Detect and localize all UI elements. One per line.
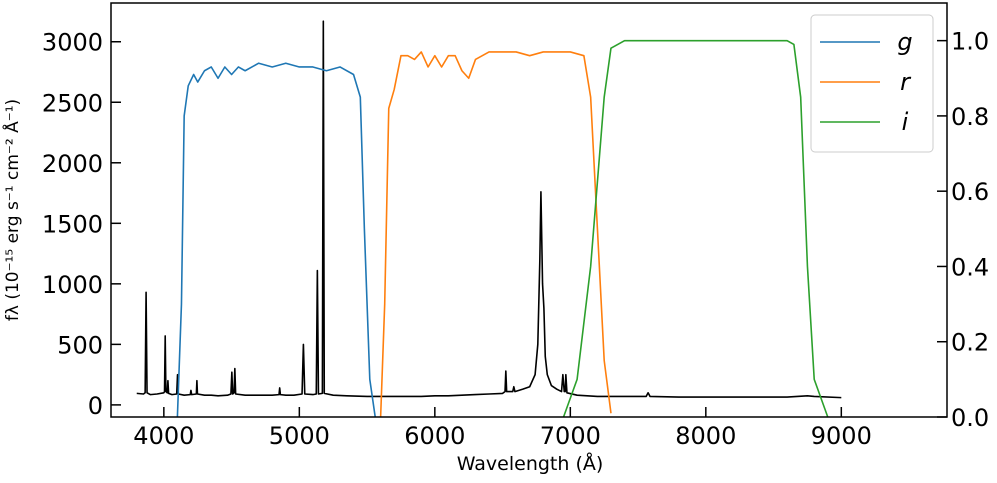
y2-tick-label: 0.4: [951, 253, 989, 281]
y2-tick-label: 0.8: [951, 103, 989, 131]
legend-box: [810, 14, 934, 153]
y-tick-label: 500: [57, 331, 103, 359]
y-axis-label: fλ (10⁻¹⁵ erg s⁻¹ cm⁻² Å⁻¹): [1, 99, 23, 321]
y-tick-label: 1000: [42, 271, 103, 299]
x-tick-label: 6000: [404, 422, 465, 450]
y-tick-label: 1500: [42, 210, 103, 238]
y-tick-label: 2500: [42, 89, 103, 117]
y-tick-label: 2000: [42, 150, 103, 178]
legend-label: g: [897, 28, 912, 56]
series-line: [379, 51, 612, 418]
x-tick-label: 7000: [540, 422, 601, 450]
plot-frame: [110, 2, 948, 418]
series-line: [562, 39, 829, 418]
y2-tick-label: 0.6: [951, 178, 989, 206]
y-tick-label: 3000: [42, 29, 103, 57]
x-tick-label: 5000: [269, 422, 330, 450]
series-line: [176, 62, 377, 418]
series-line: [136, 20, 842, 399]
y2-tick-label: 0.0: [951, 404, 989, 432]
x-tick-label: 4000: [133, 422, 194, 450]
x-axis-label: Wavelength (Å): [457, 452, 604, 475]
legend-label: i: [902, 108, 909, 136]
x-tick-label: 9000: [811, 422, 872, 450]
y2-tick-label: 1.0: [951, 28, 989, 56]
y-tick-label: 0: [88, 392, 103, 420]
y2-tick-label: 0.2: [951, 329, 989, 357]
x-tick-label: 8000: [675, 422, 736, 450]
legend-label: r: [900, 68, 912, 96]
